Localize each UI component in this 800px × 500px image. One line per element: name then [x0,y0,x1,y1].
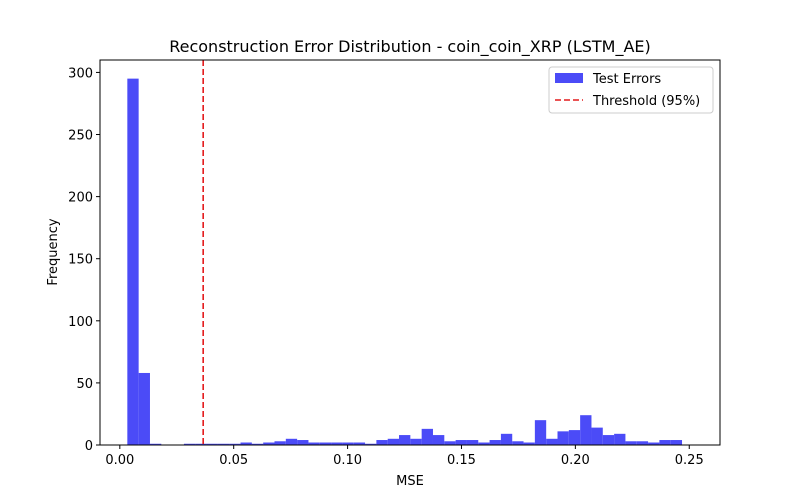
histogram-bar [614,433,626,445]
x-tick-label: 0.10 [333,453,362,468]
histogram-bar [591,427,603,445]
histogram-bar [432,435,445,445]
histogram-bar [636,441,649,445]
histogram-bar [353,442,366,445]
histogram-bar [149,443,162,445]
y-tick-label: 100 [68,315,93,330]
y-axis-ticks: 0 50 100 150 200 250 300 [68,66,100,454]
histogram-bar [342,442,354,445]
histogram-bar [478,442,490,445]
histogram-bars [127,78,683,446]
histogram-bar [217,443,230,445]
x-axis-ticks: 0.00 0.05 0.10 0.15 0.20 0.25 [105,445,704,468]
histogram-bar [331,442,343,445]
histogram-bar [138,372,150,445]
histogram-bar [308,442,320,445]
y-tick-label: 0 [85,439,93,454]
histogram-bar [466,440,479,445]
x-tick-label: 0.15 [447,453,476,468]
legend: Test Errors Threshold (95%) [548,66,714,114]
x-tick-label: 0.20 [561,453,590,468]
histogram-bar [455,440,467,445]
histogram-bar [648,442,660,445]
y-tick-label: 300 [68,66,93,81]
histogram-bar [251,443,264,445]
histogram-bar [489,440,501,445]
histogram-bar [319,442,332,445]
y-tick-label: 200 [68,191,93,206]
histogram-bar [387,438,400,445]
histogram-bar [263,442,275,445]
chart-title: Reconstruction Error Distribution - coin… [169,37,651,57]
histogram-bar [444,441,456,445]
histogram-bar [523,442,535,445]
histogram-bar [229,443,241,445]
histogram-bar [602,435,615,445]
legend-test-errors-label: Test Errors [592,72,661,87]
histogram-bar [670,440,683,445]
x-tick-label: 0.25 [675,453,704,468]
histogram-bar [297,440,309,445]
x-axis-label: MSE [396,474,424,489]
histogram-bar [376,440,388,445]
legend-box [548,66,714,114]
histogram-bar [195,443,207,445]
histogram-bar [127,78,139,446]
y-tick-label: 50 [76,377,93,392]
histogram-bar [546,438,558,445]
y-axis-label: Frequency [46,218,61,285]
histogram-bar [274,441,286,445]
legend-threshold-label: Threshold (95%) [592,94,700,109]
histogram-bar [568,430,581,445]
histogram-bar [534,420,547,445]
y-tick-label: 150 [68,253,93,268]
histogram-bar [399,435,411,445]
histogram-bar [240,442,252,445]
histogram-bar [285,438,298,445]
plot-frame [99,59,721,446]
legend-test-errors-swatch [555,73,583,83]
histogram-bar [512,441,524,445]
histogram-bar [580,415,592,445]
histogram-bar [500,433,513,445]
y-tick-label: 250 [68,129,93,144]
x-tick-label: 0.00 [105,453,134,468]
x-tick-label: 0.05 [219,453,248,468]
histogram-bar [659,440,671,445]
histogram-bar [365,443,377,445]
histogram-bar [206,443,218,445]
histogram-bar [557,431,569,445]
histogram-bar [183,443,196,445]
histogram-bar [421,428,433,445]
histogram-bar [410,438,422,445]
histogram-bar [625,441,637,445]
